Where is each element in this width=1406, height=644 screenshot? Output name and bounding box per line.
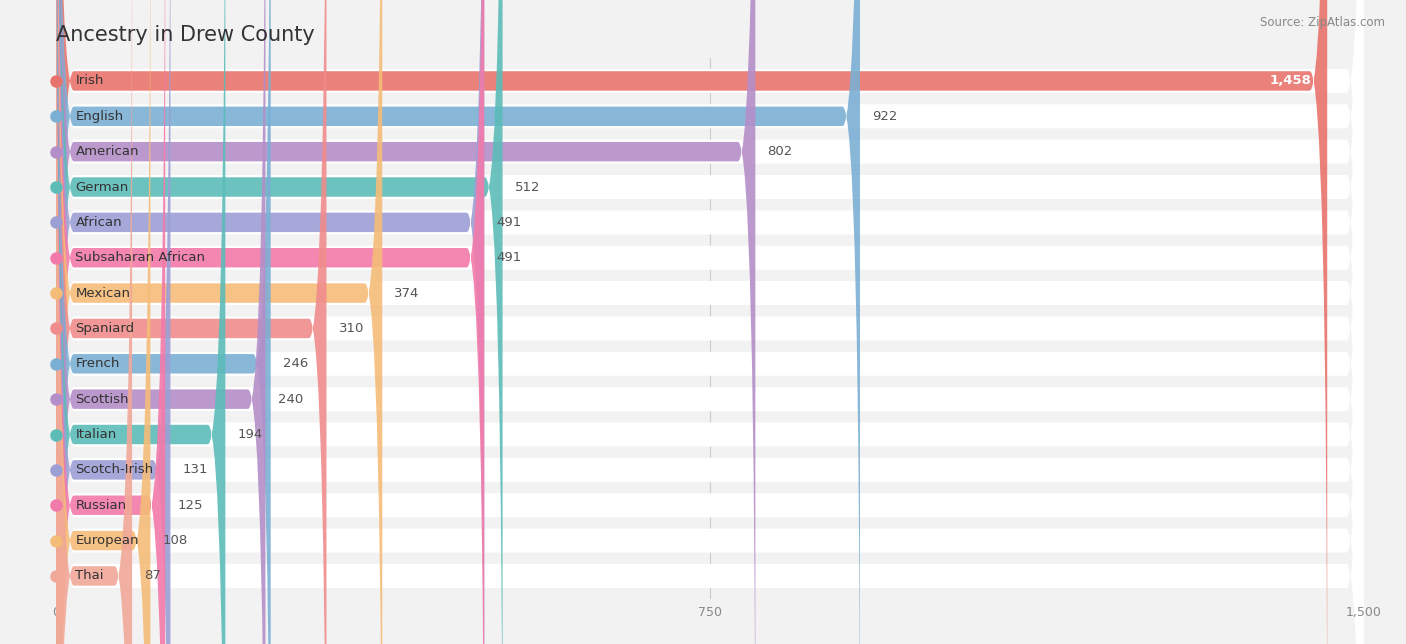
Text: 922: 922 [872,109,897,123]
FancyBboxPatch shape [56,0,1364,644]
FancyBboxPatch shape [56,0,484,644]
FancyBboxPatch shape [56,0,502,644]
Text: Scotch-Irish: Scotch-Irish [76,464,153,477]
Text: Irish: Irish [76,75,104,88]
Text: 374: 374 [395,287,420,299]
Text: 240: 240 [277,393,302,406]
Text: English: English [76,109,124,123]
Text: African: African [76,216,122,229]
FancyBboxPatch shape [56,0,170,644]
FancyBboxPatch shape [56,0,1364,644]
Text: Mexican: Mexican [76,287,131,299]
FancyBboxPatch shape [56,0,1364,644]
FancyBboxPatch shape [56,0,225,644]
FancyBboxPatch shape [56,0,1364,644]
Text: Russian: Russian [76,498,127,512]
FancyBboxPatch shape [56,0,266,644]
FancyBboxPatch shape [56,0,150,644]
Text: 246: 246 [283,357,308,370]
Text: Subsaharan African: Subsaharan African [76,251,205,264]
FancyBboxPatch shape [56,0,1364,644]
Text: 194: 194 [238,428,263,441]
FancyBboxPatch shape [56,0,382,644]
Text: 1,458: 1,458 [1270,75,1312,88]
Text: 108: 108 [163,534,188,547]
Text: European: European [76,534,139,547]
FancyBboxPatch shape [56,0,1364,644]
FancyBboxPatch shape [56,0,271,644]
FancyBboxPatch shape [56,0,1364,644]
Text: 125: 125 [177,498,202,512]
FancyBboxPatch shape [56,0,1327,644]
FancyBboxPatch shape [56,0,860,644]
Text: German: German [76,180,129,193]
Text: Italian: Italian [76,428,117,441]
Text: Ancestry in Drew County: Ancestry in Drew County [56,25,315,45]
Text: American: American [76,145,139,158]
Text: 512: 512 [515,180,540,193]
Text: 87: 87 [145,569,162,582]
FancyBboxPatch shape [56,0,1364,644]
Text: Source: ZipAtlas.com: Source: ZipAtlas.com [1260,16,1385,29]
Text: 310: 310 [339,322,364,335]
FancyBboxPatch shape [56,0,484,644]
FancyBboxPatch shape [56,0,1364,644]
FancyBboxPatch shape [56,0,166,644]
FancyBboxPatch shape [56,0,326,644]
FancyBboxPatch shape [56,0,1364,644]
Text: French: French [76,357,120,370]
FancyBboxPatch shape [56,0,1364,644]
FancyBboxPatch shape [56,0,1364,644]
Text: 131: 131 [183,464,208,477]
Text: Spaniard: Spaniard [76,322,135,335]
FancyBboxPatch shape [56,0,1364,644]
FancyBboxPatch shape [56,0,755,644]
Text: 491: 491 [496,216,522,229]
Text: Scottish: Scottish [76,393,129,406]
Text: 491: 491 [496,251,522,264]
Text: 802: 802 [768,145,793,158]
FancyBboxPatch shape [56,0,1364,644]
FancyBboxPatch shape [56,0,132,644]
FancyBboxPatch shape [56,0,1364,644]
Text: Thai: Thai [76,569,104,582]
